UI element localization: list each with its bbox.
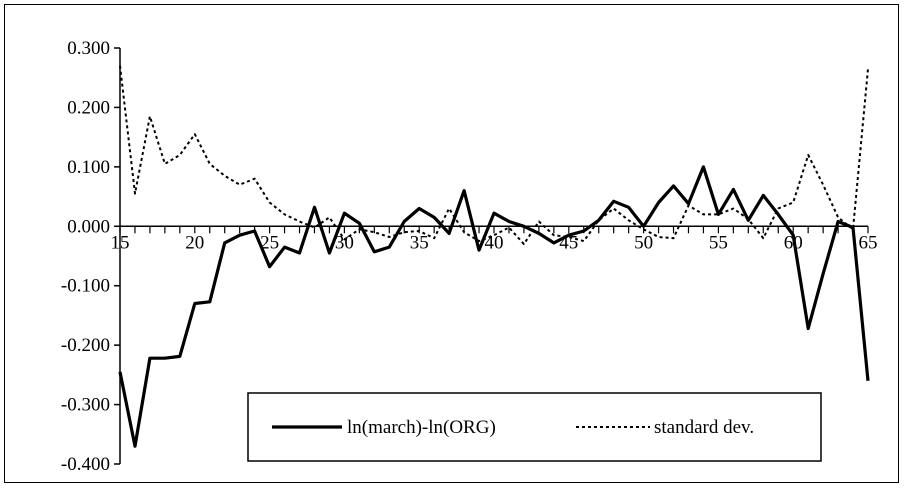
- y-tick-label: 0.100: [67, 157, 110, 178]
- legend: ln(march)-ln(ORG) standard dev.: [247, 392, 822, 462]
- y-tick-label: 0.200: [67, 97, 110, 118]
- legend-label-standard-dev: standard dev.: [654, 417, 754, 438]
- series-line-standard-dev: [119, 65, 869, 246]
- series-lines: [118, 65, 870, 448]
- y-tick-label: -0.400: [61, 454, 110, 475]
- series-line-ln-difference: [118, 165, 870, 448]
- x-tick-label: 20: [185, 232, 204, 253]
- x-tick-label: 50: [634, 232, 653, 253]
- x-axis: 15 20 25 30 35 40 45 50 55 60 65: [111, 225, 878, 253]
- x-tick-label: 15: [111, 232, 130, 253]
- x-tick-label: 55: [709, 232, 728, 253]
- x-tick-label: 65: [859, 232, 878, 253]
- x-tick-label: 30: [335, 232, 354, 253]
- x-tick-label: 25: [260, 232, 279, 253]
- y-tick-label: 0.300: [67, 38, 110, 59]
- y-tick-label: -0.100: [61, 276, 110, 297]
- y-tick-label: -0.200: [61, 335, 110, 356]
- x-tick-label: 40: [485, 232, 504, 253]
- y-tick-label: 0.000: [67, 216, 110, 237]
- y-axis: 0.300 0.200 0.100 0.000 -0.100 -0.200 -0.300 -0…: [61, 38, 121, 475]
- legend-box: [247, 392, 822, 462]
- y-tick-label: -0.300: [61, 395, 110, 416]
- legend-label-ln-difference: ln(march)-ln(ORG): [347, 417, 496, 438]
- x-tick-label: 35: [410, 232, 429, 253]
